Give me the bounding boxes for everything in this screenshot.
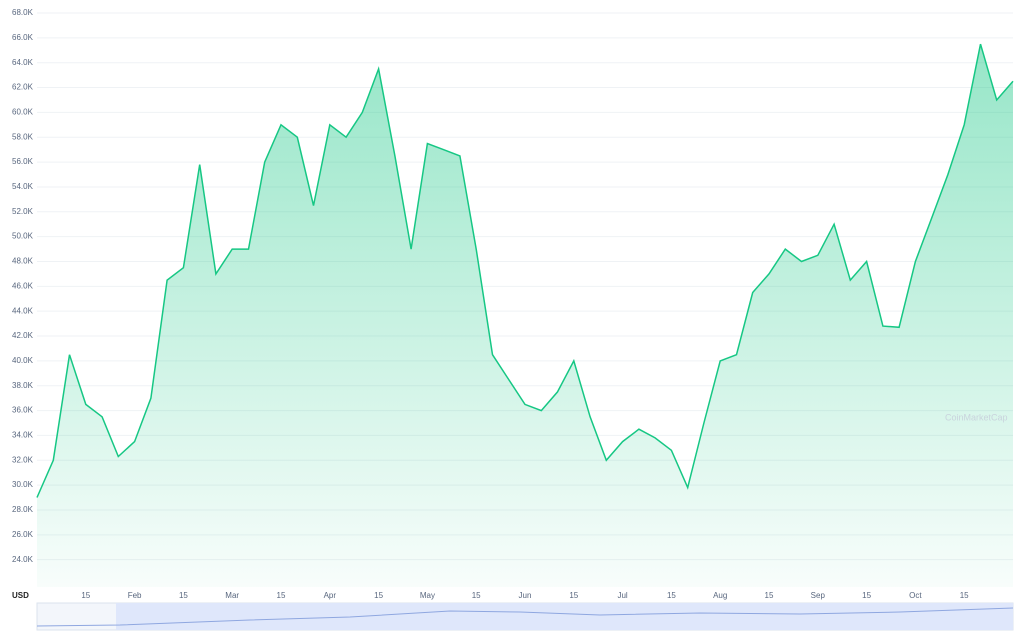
y-tick-label: 56.0K <box>12 157 34 166</box>
x-tick-label: 15 <box>374 591 383 600</box>
y-tick-label: 30.0K <box>12 480 34 489</box>
y-tick-label: 48.0K <box>12 257 34 266</box>
y-tick-label: 58.0K <box>12 132 34 141</box>
y-tick-label: 66.0K <box>12 33 34 42</box>
x-tick-label: Jul <box>617 591 627 600</box>
y-axis-label: USD <box>12 591 29 600</box>
y-tick-label: 34.0K <box>12 431 34 440</box>
y-tick-label: 68.0K <box>12 8 34 17</box>
x-tick-label: Jun <box>519 591 532 600</box>
y-tick-label: 36.0K <box>12 406 34 415</box>
y-tick-label: 54.0K <box>12 182 34 191</box>
x-tick-label: Oct <box>909 591 922 600</box>
y-tick-label: 24.0K <box>12 555 34 564</box>
y-tick-label: 42.0K <box>12 331 34 340</box>
x-tick-label: 15 <box>81 591 90 600</box>
x-tick-label: 15 <box>277 591 286 600</box>
x-tick-label: 15 <box>472 591 481 600</box>
x-tick-label: 15 <box>765 591 774 600</box>
x-tick-label: Mar <box>225 591 239 600</box>
y-tick-label: 44.0K <box>12 306 34 315</box>
x-tick-label: 15 <box>862 591 871 600</box>
y-tick-label: 62.0K <box>12 83 34 92</box>
navigator-line <box>36 607 1014 627</box>
y-tick-label: 50.0K <box>12 232 34 241</box>
y-tick-label: 26.0K <box>12 530 34 539</box>
y-tick-label: 40.0K <box>12 356 34 365</box>
x-tick-label: Feb <box>128 591 142 600</box>
navigator-selection[interactable] <box>116 603 1013 630</box>
y-tick-label: 28.0K <box>12 505 34 514</box>
x-tick-label: Sep <box>811 591 826 600</box>
x-tick-label: 15 <box>569 591 578 600</box>
watermark: CoinMarketCap <box>945 412 1008 422</box>
price-line <box>36 43 1014 498</box>
y-tick-label: 60.0K <box>12 108 34 117</box>
y-tick-label: 64.0K <box>12 58 34 67</box>
x-tick-label: 15 <box>960 591 969 600</box>
x-tick-label: Aug <box>713 591 727 600</box>
y-tick-label: 52.0K <box>12 207 34 216</box>
y-tick-label: 46.0K <box>12 281 34 290</box>
x-tick-label: 15 <box>667 591 676 600</box>
x-tick-label: May <box>420 591 435 600</box>
x-tick-label: 15 <box>179 591 188 600</box>
x-tick-label: Apr <box>324 591 337 600</box>
y-tick-label: 38.0K <box>12 381 34 390</box>
y-tick-label: 32.0K <box>12 455 34 464</box>
area <box>37 44 1013 588</box>
